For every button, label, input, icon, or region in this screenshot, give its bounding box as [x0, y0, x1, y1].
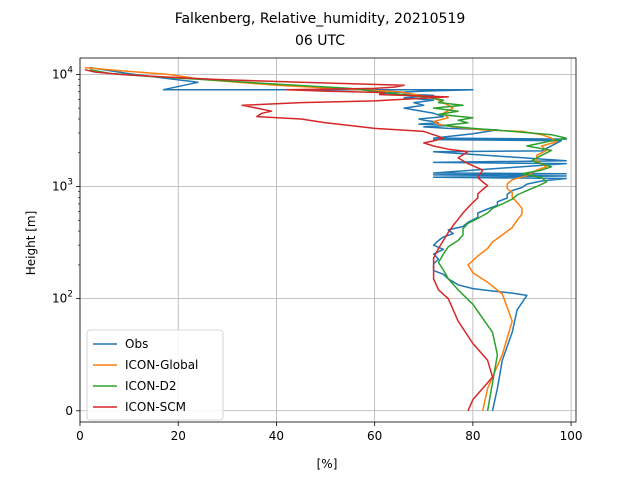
chart-title: Falkenberg, Relative_humidity, 20210519 [175, 11, 466, 27]
x-tick-label: 80 [465, 429, 480, 443]
legend-label: ICON-SCM [125, 400, 186, 414]
legend-label: ICON-D2 [125, 379, 177, 393]
series-line-2 [89, 68, 567, 411]
legend: Obs ICON-Global ICON-D2 ICON-SCM [86, 329, 224, 421]
y-tick-label: 102 [52, 290, 73, 306]
x-axis-title: [%] [317, 457, 338, 471]
y-tick-label: 0 [65, 404, 73, 418]
x-tick-label: 20 [171, 429, 186, 443]
x-tick-label: 100 [560, 429, 583, 443]
legend-label: ICON-Global [125, 358, 198, 372]
series-group [84, 66, 567, 412]
x-tick-label: 0 [76, 429, 84, 443]
y-tick-label: 103 [52, 178, 73, 194]
x-tick-label: 40 [269, 429, 284, 443]
y-tick-label: 104 [52, 65, 73, 81]
legend-box [86, 329, 224, 421]
series-line-1 [84, 66, 558, 411]
series-line-3 [84, 68, 494, 412]
x-tick-label: 60 [367, 429, 382, 443]
axes: 0 20 40 60 80 100 0 102 103 104 [52, 57, 583, 443]
chart-subtitle: 06 UTC [295, 33, 345, 49]
plot-frame [79, 57, 577, 423]
y-axis-title: Height [m] [24, 211, 38, 276]
legend-label: Obs [125, 337, 148, 351]
